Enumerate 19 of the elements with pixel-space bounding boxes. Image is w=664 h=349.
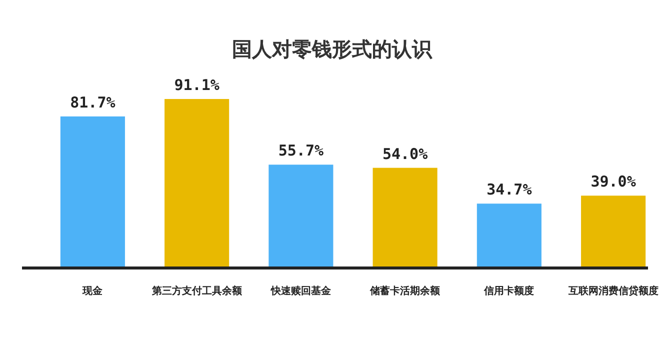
x-tick-label: 现金 (82, 285, 104, 297)
x-tick-label: 互联网消费信贷额度 (567, 285, 658, 297)
x-tick-label: 快速赎回基金 (270, 285, 332, 297)
bar (581, 196, 646, 268)
data-label: 55.7% (278, 142, 324, 160)
bar (268, 164, 334, 268)
x-tick-label: 储蓄卡活期余额 (369, 285, 442, 297)
x-tick-label: 第三方支付工具余额 (150, 285, 243, 297)
data-label: 54.0% (382, 144, 428, 163)
x-tick-label: 信用卡额度 (483, 285, 534, 297)
chart-title: 国人对零钱形式的认识 (232, 37, 433, 61)
bar (60, 116, 125, 268)
data-label: 91.1% (174, 76, 220, 94)
bar (372, 168, 438, 268)
data-label: 39.0% (590, 172, 636, 191)
data-label: 34.7% (486, 180, 532, 199)
bar (164, 99, 230, 268)
bar (476, 204, 542, 268)
data-label: 81.7% (70, 93, 116, 112)
